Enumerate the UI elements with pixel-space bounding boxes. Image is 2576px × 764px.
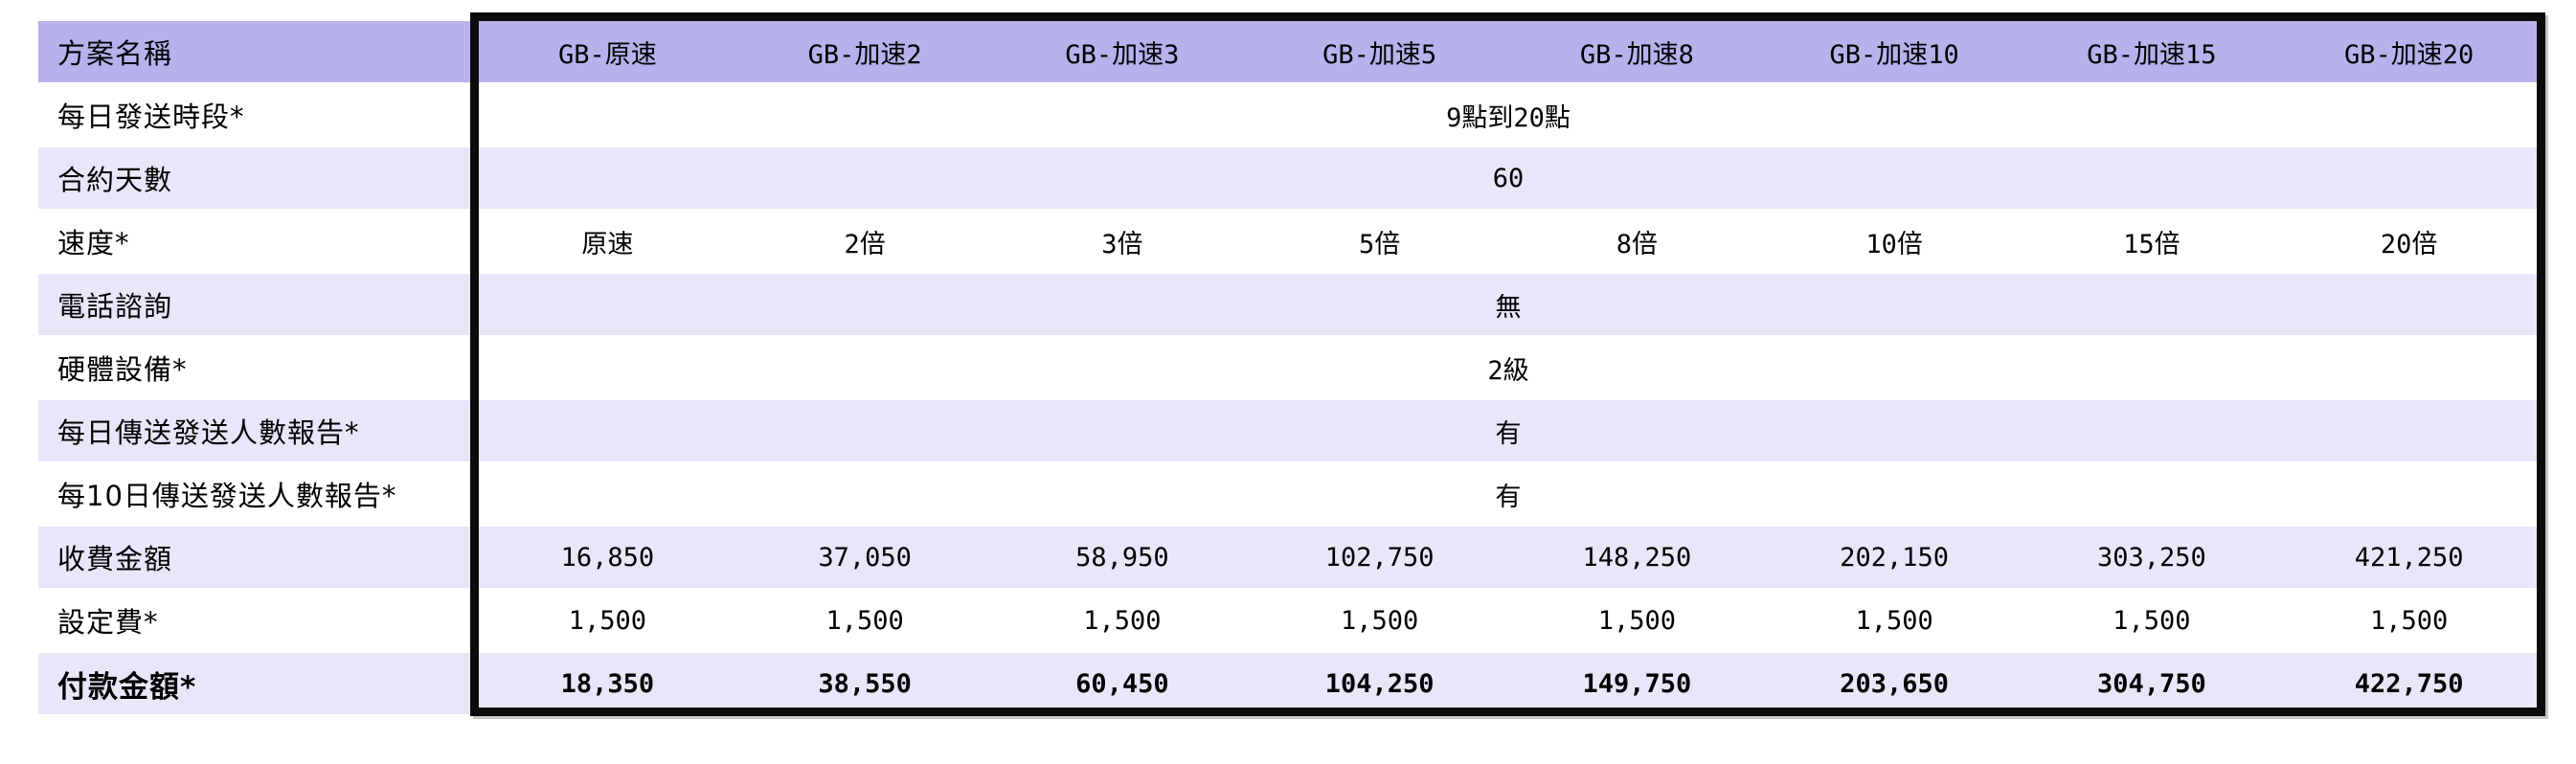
value-cell: 1,500 — [735, 590, 994, 651]
pricing-plan-table: 方案名稱 GB-原速 GB-加速2 GB-加速3 GB-加速5 GB-加速8 GB-加速10… — [38, 21, 2538, 714]
value-cell: 18,350 — [479, 653, 736, 714]
row-label: 每日發送時段* — [38, 84, 479, 146]
row-label: 付款金額* — [38, 653, 479, 714]
value-cell: 203,650 — [1765, 653, 2023, 714]
value-cell: 5倍 — [1251, 211, 1508, 272]
row-label: 硬體設備* — [38, 337, 479, 398]
row-label: 設定費* — [38, 590, 479, 651]
value-cell: 60,450 — [993, 653, 1252, 714]
column-header: GB-加速3 — [993, 21, 1252, 82]
value-cell: 422,750 — [2280, 653, 2538, 714]
value-cell: 15倍 — [2022, 211, 2281, 272]
merged-value-cell: 有 — [479, 463, 2538, 525]
value-cell: 102,750 — [1251, 527, 1508, 588]
value-cell: 8倍 — [1508, 211, 1766, 272]
value-cell: 38,550 — [735, 653, 994, 714]
value-cell: 1,500 — [2280, 590, 2538, 651]
merged-value-cell: 有 — [479, 400, 2538, 461]
merged-value-cell: 9點到20點 — [479, 84, 2538, 146]
row-label: 收費金額 — [38, 527, 479, 588]
value-cell: 原速 — [479, 211, 736, 272]
value-cell: 1,500 — [1508, 590, 1766, 651]
value-cell: 149,750 — [1508, 653, 1766, 714]
value-cell: 421,250 — [2280, 527, 2538, 588]
value-cell: 1,500 — [1251, 590, 1508, 651]
value-cell: 1,500 — [2022, 590, 2281, 651]
column-header: GB-加速2 — [735, 21, 994, 82]
merged-value-cell: 2級 — [479, 337, 2538, 398]
value-cell: 10倍 — [1765, 211, 2023, 272]
column-header: GB-原速 — [479, 21, 736, 82]
row-label: 速度* — [38, 211, 479, 272]
column-header: GB-加速15 — [2022, 21, 2281, 82]
value-cell: 20倍 — [2280, 211, 2538, 272]
value-cell: 1,500 — [993, 590, 1252, 651]
row-label: 每10日傳送發送人數報告* — [38, 463, 479, 525]
value-cell: 304,750 — [2022, 653, 2281, 714]
value-cell: 37,050 — [735, 527, 994, 588]
table-corner-header: 方案名稱 — [38, 21, 479, 82]
column-header: GB-加速20 — [2280, 21, 2538, 82]
value-cell: 1,500 — [1765, 590, 2023, 651]
value-cell: 202,150 — [1765, 527, 2023, 588]
column-header: GB-加速10 — [1765, 21, 2023, 82]
merged-value-cell: 無 — [479, 274, 2538, 335]
value-cell: 16,850 — [479, 527, 736, 588]
row-label: 每日傳送發送人數報告* — [38, 400, 479, 461]
value-cell: 1,500 — [479, 590, 736, 651]
row-label: 電話諮詢 — [38, 274, 479, 335]
value-cell: 58,950 — [993, 527, 1252, 588]
value-cell: 303,250 — [2022, 527, 2281, 588]
value-cell: 104,250 — [1251, 653, 1508, 714]
column-header: GB-加速5 — [1251, 21, 1508, 82]
column-header: GB-加速8 — [1508, 21, 1766, 82]
value-cell: 148,250 — [1508, 527, 1766, 588]
value-cell: 2倍 — [735, 211, 994, 272]
row-label: 合約天數 — [38, 147, 479, 209]
merged-value-cell: 60 — [479, 147, 2538, 209]
value-cell: 3倍 — [993, 211, 1252, 272]
